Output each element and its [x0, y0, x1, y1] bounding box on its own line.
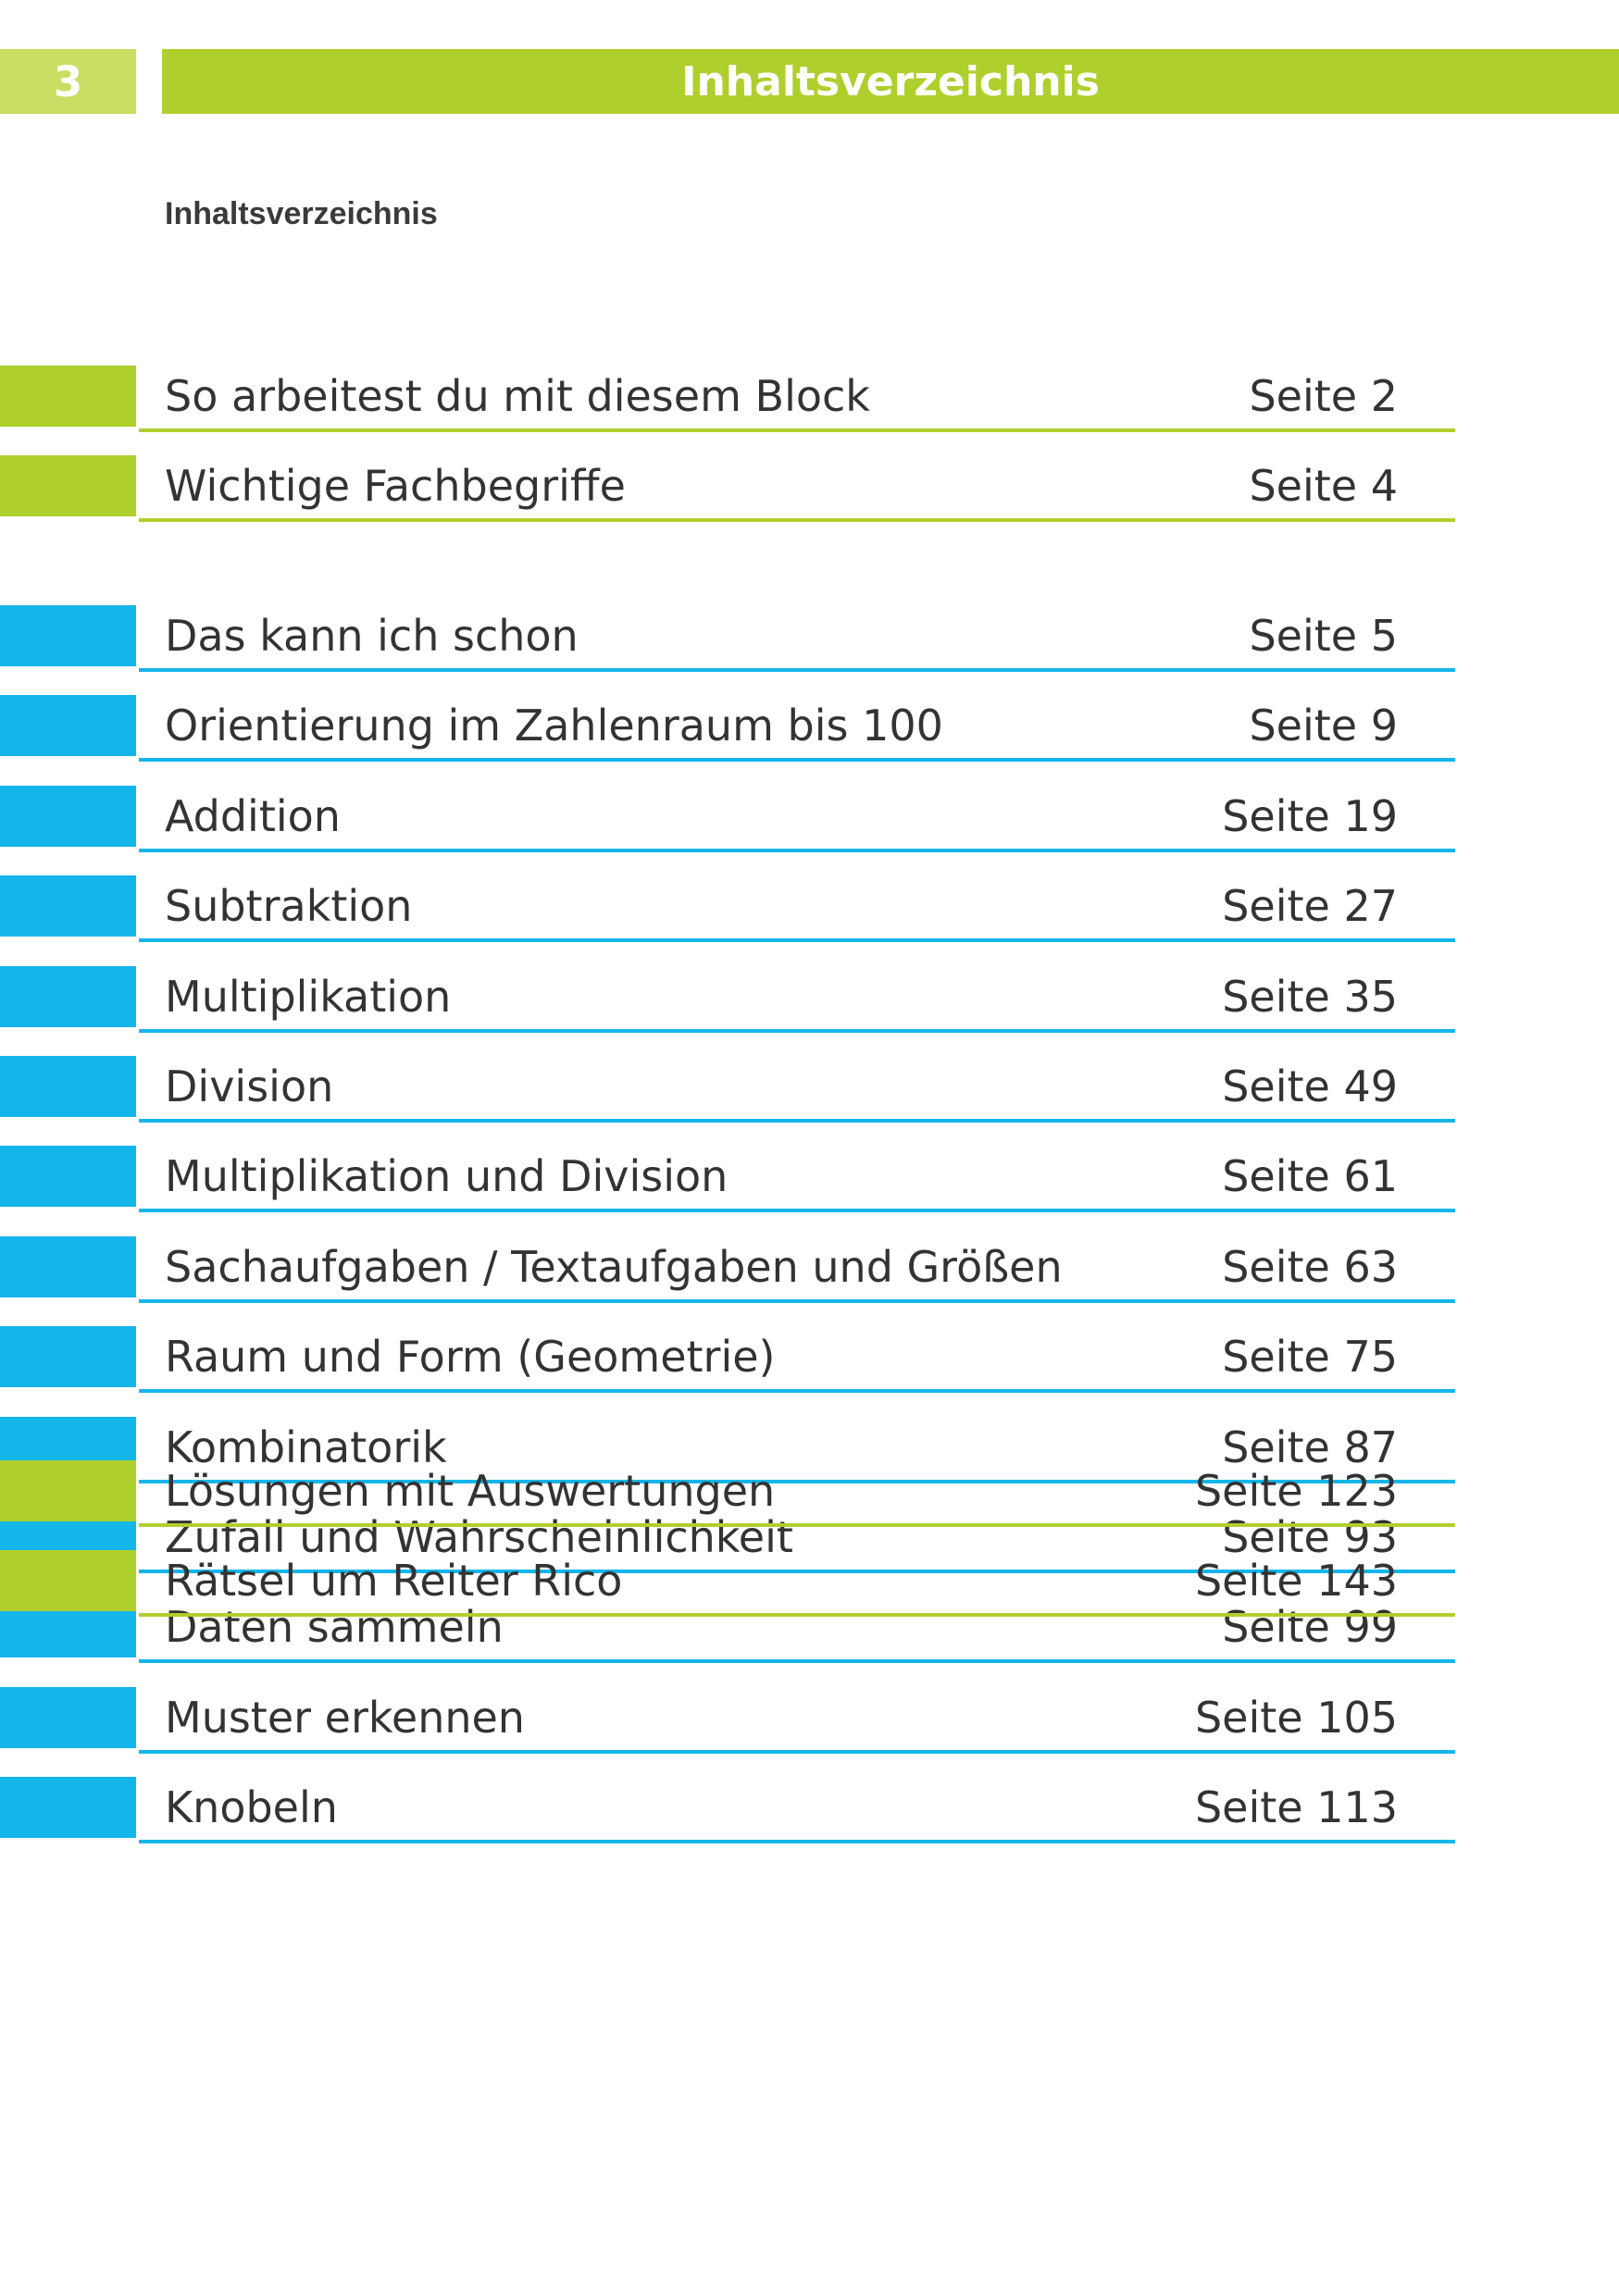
- toc-entry-label: Kombinatorik: [165, 1422, 447, 1472]
- toc-entry-page: Seite 49: [1222, 1061, 1398, 1111]
- toc-entry-page: Seite 2: [1249, 371, 1398, 421]
- section-color-tab: [0, 695, 136, 756]
- toc-entry[interactable]: Wichtige Fachbegriffe Seite 4: [0, 455, 1455, 522]
- section-color-tab: [0, 455, 136, 516]
- toc-entry-label: Daten sammeln: [165, 1602, 504, 1652]
- section-color-tab: [0, 1056, 136, 1117]
- section-color-tab: [0, 366, 136, 427]
- toc-entry[interactable]: Raum und Form (Geometrie) Seite 75: [0, 1326, 1455, 1393]
- toc-entry[interactable]: Lösungen mit Auswertungen Seite 123: [0, 1460, 1455, 1527]
- toc-entry[interactable]: Rätsel um Reiter Rico Seite 143: [0, 1550, 1455, 1617]
- toc-entry-label: So arbeitest du mit diesem Block: [165, 371, 870, 421]
- toc-entry-page: Seite 99: [1222, 1602, 1398, 1652]
- toc-entry-label: Zufall und Wahrscheinlichkeit: [165, 1512, 793, 1562]
- page-subtitle: Inhaltsverzeichnis: [165, 196, 438, 231]
- section-color-tab: [0, 1777, 136, 1838]
- toc-entry[interactable]: Subtraktion Seite 27: [0, 875, 1455, 942]
- page-number: 3: [0, 49, 136, 114]
- toc-entry-page: Seite 87: [1222, 1422, 1398, 1472]
- toc-entry-page: Seite 113: [1194, 1782, 1398, 1832]
- toc-entry-page: Seite 93: [1222, 1512, 1398, 1562]
- entry-underline: [139, 1480, 1455, 1483]
- toc-entry[interactable]: Sachaufgaben / Textaufgaben und Größen Se…: [0, 1236, 1455, 1303]
- entry-underline: [139, 1613, 1455, 1617]
- toc-entry-page: Seite 4: [1249, 461, 1398, 511]
- entry-underline: [139, 518, 1455, 522]
- toc-entry[interactable]: Kombinatorik Seite 87: [0, 1417, 1455, 1483]
- entry-underline: [139, 1209, 1455, 1212]
- toc-entry-label: Multiplikation: [165, 972, 452, 1022]
- section-color-tab: [0, 605, 136, 666]
- toc-entry[interactable]: Orientierung im Zahlenraum bis 100 Seite …: [0, 695, 1455, 762]
- section-color-tab: [0, 1687, 136, 1748]
- entry-underline: [139, 1299, 1455, 1303]
- toc-entry[interactable]: Multiplikation und Division Seite 61: [0, 1146, 1455, 1212]
- toc-entry[interactable]: Das kann ich schon Seite 5: [0, 605, 1455, 672]
- toc-entry[interactable]: Division Seite 49: [0, 1056, 1455, 1123]
- entry-underline: [139, 1029, 1455, 1033]
- entry-underline: [139, 428, 1455, 432]
- toc-entry[interactable]: Addition Seite 19: [0, 786, 1455, 852]
- toc-entry-page: Seite 63: [1222, 1242, 1398, 1292]
- section-color-tab: [0, 1326, 136, 1387]
- entry-underline: [139, 1750, 1455, 1754]
- toc-entry-label: Wichtige Fachbegriffe: [165, 461, 626, 511]
- entry-underline: [139, 758, 1455, 762]
- toc-entry-label: Addition: [165, 791, 341, 841]
- toc-entry-page: Seite 105: [1194, 1693, 1398, 1743]
- toc-entry-label: Das kann ich schon: [165, 611, 579, 661]
- toc-entry-page: Seite 27: [1222, 881, 1398, 931]
- toc-entry[interactable]: Multiplikation Seite 35: [0, 966, 1455, 1033]
- entry-underline: [139, 938, 1455, 942]
- toc-entry-label: Knobeln: [165, 1782, 338, 1832]
- section-color-tab: [0, 1550, 136, 1611]
- toc-entry[interactable]: Knobeln Seite 113: [0, 1777, 1455, 1843]
- toc-entry-page: Seite 61: [1222, 1151, 1398, 1201]
- section-color-tab: [0, 875, 136, 937]
- toc-entry-page: Seite 35: [1222, 972, 1398, 1022]
- section-color-tab: [0, 966, 136, 1027]
- section-color-tab: [0, 1146, 136, 1207]
- toc-entry-page: Seite 9: [1249, 701, 1398, 751]
- toc-entry-label: Muster erkennen: [165, 1693, 525, 1743]
- entry-underline: [139, 849, 1455, 852]
- toc-entry-label: Division: [165, 1061, 334, 1111]
- entry-underline: [139, 1659, 1455, 1663]
- entry-underline: [139, 1119, 1455, 1123]
- entry-underline: [139, 1570, 1455, 1573]
- section-color-tab: [0, 1460, 136, 1521]
- toc-entry[interactable]: Muster erkennen Seite 105: [0, 1687, 1455, 1754]
- toc-entry[interactable]: Daten sammeln Seite 99: [0, 1596, 1455, 1663]
- toc-entry-page: Seite 143: [1194, 1556, 1398, 1606]
- entry-underline: [139, 1389, 1455, 1393]
- section-color-tab: [0, 786, 136, 847]
- toc-entry-label: Sachaufgaben / Textaufgaben und Größen: [165, 1242, 1063, 1292]
- entry-underline: [139, 1840, 1455, 1843]
- toc-entry-label: Lösungen mit Auswertungen: [165, 1466, 776, 1516]
- toc-entry-label: Rätsel um Reiter Rico: [165, 1556, 623, 1606]
- toc-entry-page: Seite 5: [1249, 611, 1398, 661]
- toc-entry[interactable]: So arbeitest du mit diesem Block Seite 2: [0, 366, 1455, 432]
- entry-underline: [139, 1523, 1455, 1527]
- header-title: Inhaltsverzeichnis: [162, 49, 1619, 114]
- toc-entry-label: Raum und Form (Geometrie): [165, 1332, 776, 1382]
- toc-entry-page: Seite 75: [1222, 1332, 1398, 1382]
- toc-entry-page: Seite 19: [1222, 791, 1398, 841]
- section-color-tab: [0, 1236, 136, 1297]
- toc-entry-label: Subtraktion: [165, 881, 413, 931]
- toc-entry-page: Seite 123: [1194, 1466, 1398, 1516]
- entry-underline: [139, 668, 1455, 672]
- toc-entry-label: Orientierung im Zahlenraum bis 100: [165, 701, 943, 751]
- toc-entry-label: Multiplikation und Division: [165, 1151, 729, 1201]
